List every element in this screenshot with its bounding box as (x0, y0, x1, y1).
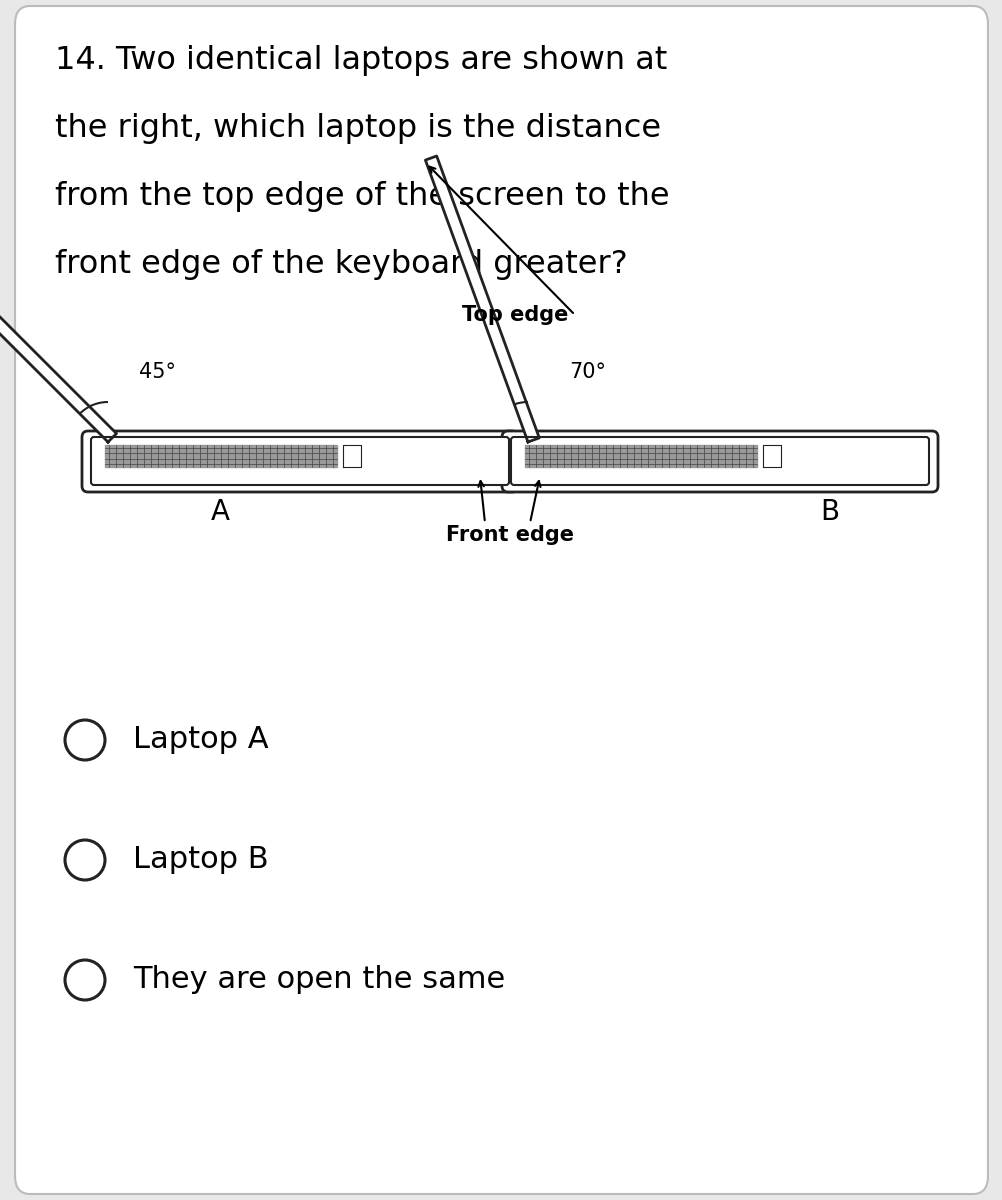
Text: Front edge: Front edge (446, 526, 573, 545)
Text: Laptop A: Laptop A (133, 726, 269, 755)
Text: from the top edge of the screen to the: from the top edge of the screen to the (55, 181, 669, 212)
Text: front edge of the keyboard greater?: front edge of the keyboard greater? (55, 248, 627, 280)
Polygon shape (763, 445, 781, 467)
FancyBboxPatch shape (82, 431, 517, 492)
FancyBboxPatch shape (91, 437, 508, 485)
Polygon shape (105, 445, 337, 467)
Text: They are open the same: They are open the same (133, 966, 505, 995)
Text: 70°: 70° (569, 362, 606, 382)
Text: A: A (210, 498, 229, 526)
Text: Top edge: Top edge (461, 305, 567, 325)
Polygon shape (425, 156, 539, 442)
Text: 14. Two identical laptops are shown at: 14. Two identical laptops are shown at (55, 44, 666, 76)
Polygon shape (343, 445, 361, 467)
Polygon shape (524, 445, 757, 467)
Text: Laptop B: Laptop B (133, 846, 269, 875)
FancyBboxPatch shape (501, 431, 937, 492)
Text: the right, which laptop is the distance: the right, which laptop is the distance (55, 113, 660, 144)
Text: 45°: 45° (139, 362, 176, 382)
Polygon shape (0, 221, 116, 442)
Text: B: B (820, 498, 839, 526)
FancyBboxPatch shape (510, 437, 928, 485)
